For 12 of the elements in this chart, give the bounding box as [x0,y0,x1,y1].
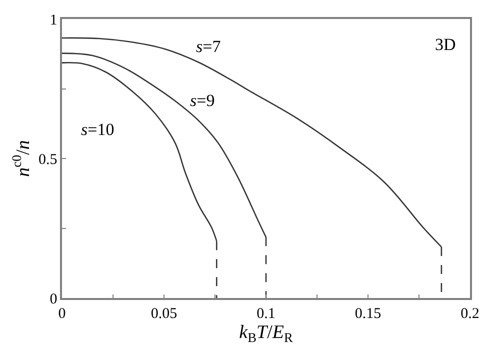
x-tick-label: 0.05 [150,306,178,322]
series-label: s=7 [196,37,222,56]
annotation: 3D [435,35,456,54]
x-tick-label: 0.2 [460,306,480,322]
x-tick-label: 0.15 [354,306,382,322]
series-label: s=10 [81,120,114,139]
x-tick-label: 0.1 [256,306,276,322]
y-tick-label: 1 [50,12,58,28]
y-tick-label: 0 [50,291,58,308]
series-label: s=9 [190,91,215,110]
x-axis-title: k$_{B}$T/E$_{R}$ [239,322,293,346]
y-tick-label: 0.5 [38,152,58,168]
